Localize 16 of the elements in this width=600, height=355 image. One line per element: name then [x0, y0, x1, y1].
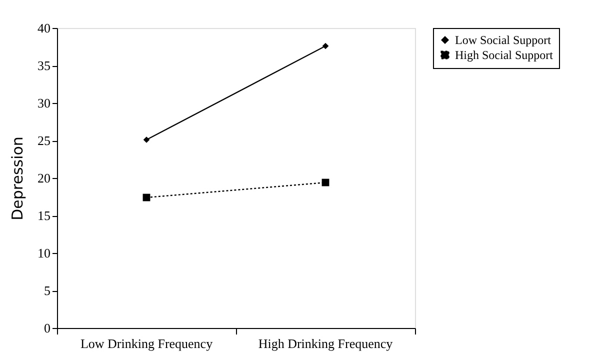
point	[322, 42, 329, 50]
x-tick-label: Low Drinking Frequency	[80, 336, 214, 351]
y-tick-label: 0	[44, 320, 50, 336]
y-tick-label: 15	[38, 208, 50, 223]
x-tick-label: High Drinking Frequency	[258, 336, 394, 351]
y-tick-label: 30	[38, 96, 50, 110]
y-tick-label: 40	[38, 20, 50, 36]
y-tick-label: 25	[38, 133, 50, 148]
y-tick-label: 5	[44, 283, 50, 298]
y-tick-label: 10	[38, 246, 50, 260]
y-tick-label: 20	[38, 170, 50, 186]
y-tick-label: 35	[38, 58, 50, 73]
y-axis-title: Depression	[8, 136, 26, 220]
legend-label: High Social Support	[455, 48, 554, 62]
legend-label: Low Social Support	[455, 33, 552, 47]
point	[143, 136, 150, 143]
